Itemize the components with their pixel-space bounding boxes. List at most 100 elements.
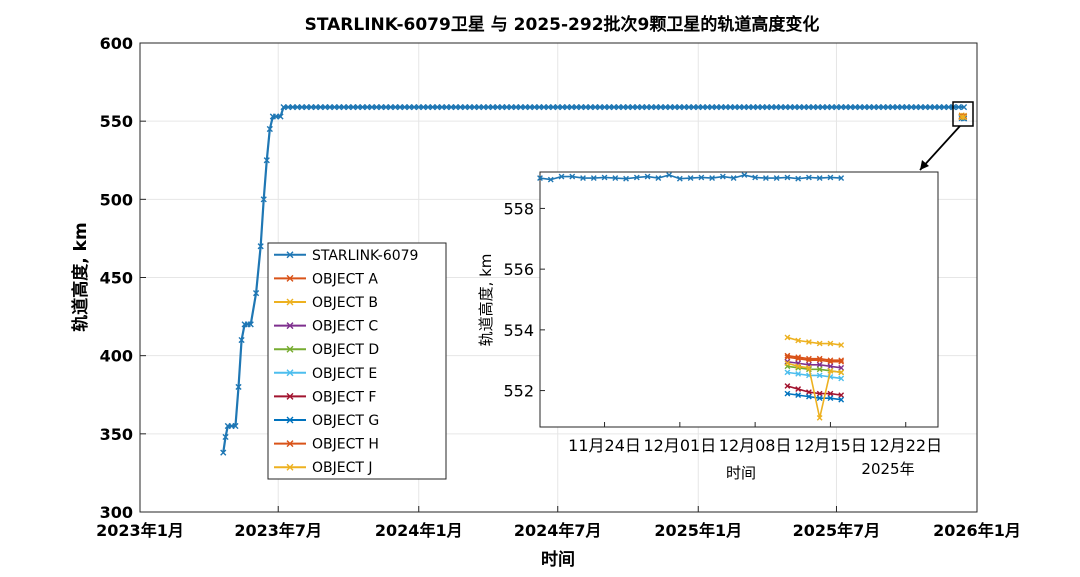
inset-point (838, 175, 845, 181)
inset-point (537, 175, 543, 181)
main-point (819, 104, 826, 111)
inset-point (730, 175, 737, 181)
inset-plot-frame (539, 171, 939, 428)
inset-point (827, 340, 834, 347)
main-point (503, 104, 510, 111)
main-point (559, 104, 566, 111)
main-point (457, 104, 464, 111)
main-point (401, 104, 408, 111)
inset-point (827, 390, 834, 397)
main-point (796, 104, 803, 111)
main-point (517, 104, 524, 111)
main-series-object (958, 114, 968, 121)
main-x-axis-label: 时间 (541, 549, 575, 570)
inset-point (612, 175, 619, 181)
main-point (922, 104, 929, 111)
main-y-tick-label: 550 (100, 112, 133, 131)
legend-label: OBJECT B (312, 295, 378, 311)
main-point (232, 422, 239, 430)
main-point (884, 104, 892, 111)
inset-line (787, 360, 842, 369)
main-point (406, 104, 413, 111)
main-point (303, 104, 310, 111)
main-point (522, 104, 529, 111)
legend-item: OBJECT A (274, 271, 378, 287)
main-point (740, 104, 748, 111)
inset-point (838, 342, 845, 348)
main-point (289, 104, 296, 111)
main-point (359, 104, 366, 111)
main-point (257, 243, 264, 250)
main-point (564, 104, 571, 111)
inset-x-tick-label: 11月24日 (568, 436, 641, 455)
main-point (471, 104, 478, 111)
main-point (410, 104, 418, 111)
main-point (750, 104, 757, 111)
main-point (531, 104, 538, 111)
main-point (610, 104, 618, 111)
inset-point (816, 395, 823, 402)
inset-point (784, 383, 791, 389)
legend-label: OBJECT A (312, 271, 378, 287)
inset-x-ticks: 11月24日 12月01日 12月08日 12月15日 12月22日 (568, 422, 942, 455)
inset-y-axis-label: 轨道高度, km (477, 254, 495, 347)
inset-point (806, 364, 812, 371)
inset-point (773, 175, 780, 181)
main-series (220, 104, 968, 456)
main-point (667, 104, 674, 111)
main-point (955, 104, 962, 111)
main-point (277, 113, 284, 120)
main-point (782, 104, 789, 111)
main-point (526, 104, 534, 111)
inset-series-object (784, 360, 845, 421)
inset-point (687, 175, 694, 181)
legend-swatch-marker (286, 274, 294, 282)
main-point (634, 104, 641, 111)
main-point (940, 104, 948, 111)
main-point (448, 104, 455, 111)
inset-point (806, 355, 812, 362)
main-point (852, 104, 859, 111)
main-x-tick-label: 2023年7月 (234, 521, 322, 540)
main-point (800, 104, 808, 111)
main-point (624, 104, 632, 111)
legend-label: OBJECT D (312, 342, 379, 358)
main-y-tick-label: 400 (100, 347, 133, 366)
main-point (263, 157, 270, 164)
main-point (810, 104, 817, 111)
main-point (958, 114, 965, 121)
inset-point (795, 337, 802, 344)
legend-label: OBJECT G (312, 413, 379, 429)
legend-swatch-marker (286, 322, 294, 330)
main-point (814, 104, 822, 111)
inset-point (795, 354, 802, 361)
main-y-tick-label: 600 (100, 34, 133, 53)
main-point (387, 104, 394, 111)
inset-point (784, 360, 791, 367)
legend-item: OBJECT D (274, 342, 379, 358)
inset-point (838, 375, 845, 382)
zoom-arrow-head (920, 160, 929, 170)
legend-label: OBJECT F (312, 389, 376, 405)
inset-point (633, 174, 640, 181)
main-point (415, 104, 422, 111)
main-point (512, 104, 520, 111)
main-point (657, 104, 664, 111)
main-point (866, 104, 873, 111)
legend-swatch-marker (286, 298, 294, 306)
main-point (917, 104, 924, 111)
main-point (713, 104, 720, 111)
legend-label: STARLINK-6079 (312, 248, 418, 264)
main-point (392, 104, 399, 111)
inset-line (787, 362, 842, 419)
main-point (745, 104, 752, 111)
main-point (285, 104, 292, 111)
legend-swatch-marker (286, 416, 294, 424)
main-point (842, 104, 849, 111)
inset-point (784, 334, 791, 341)
main-point (653, 104, 660, 111)
main-point (554, 104, 561, 111)
main-point (443, 104, 450, 111)
inset-x-tick-label: 12月15日 (794, 436, 867, 455)
main-point (222, 433, 229, 441)
